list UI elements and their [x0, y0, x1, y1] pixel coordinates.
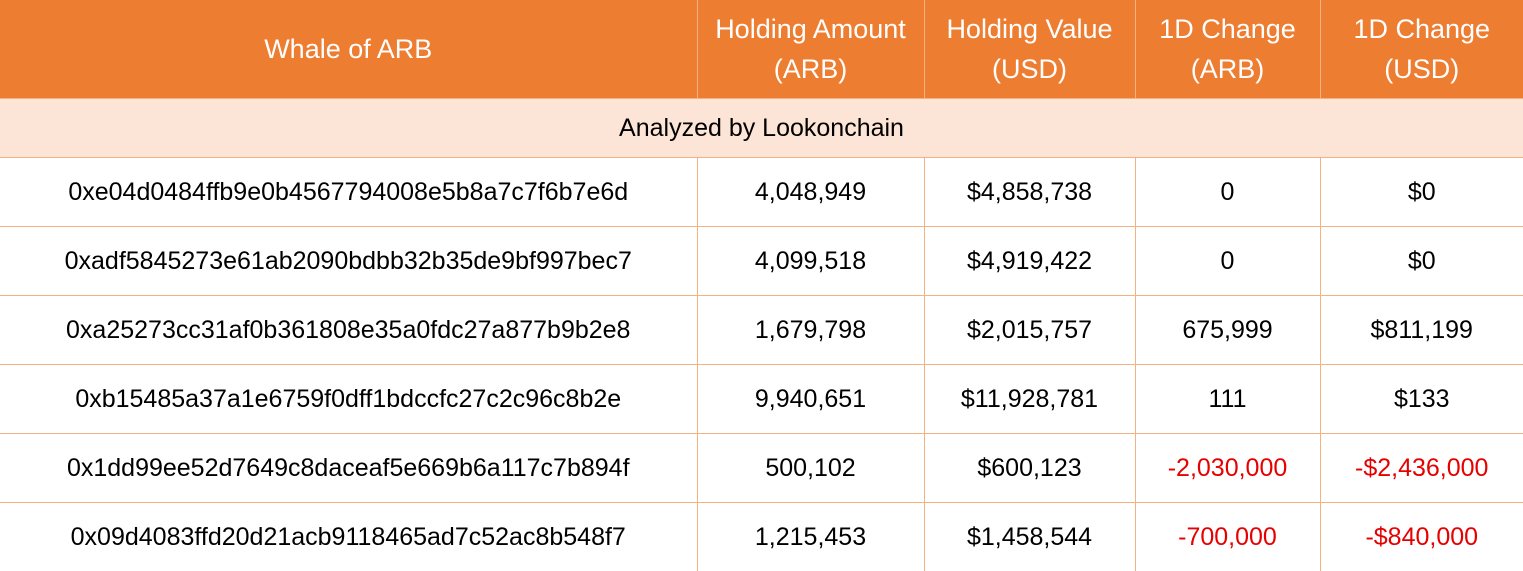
table-row: 0xa25273cc31af0b361808e35a0fdc27a877b9b2… — [0, 296, 1523, 365]
header-1d-change-usd: 1D Change (USD) — [1320, 0, 1523, 99]
header-holding-value-line1: Holding Value — [929, 9, 1131, 49]
header-holding-value-line2: (USD) — [929, 49, 1131, 89]
table-row: 0xe04d0484ffb9e0b4567794008e5b8a7c7f6b7e… — [0, 158, 1523, 227]
cell-holding-value: $11,928,781 — [924, 365, 1135, 434]
cell-holding-amount: 4,048,949 — [697, 158, 924, 227]
cell-holding-amount: 1,679,798 — [697, 296, 924, 365]
cell-change-usd: $0 — [1320, 158, 1523, 227]
cell-address: 0xa25273cc31af0b361808e35a0fdc27a877b9b2… — [0, 296, 697, 365]
cell-change-arb: 675,999 — [1135, 296, 1320, 365]
header-holding-amount-line2: (ARB) — [702, 49, 920, 89]
header-1d-change-arb-line1: 1D Change — [1140, 9, 1316, 49]
cell-holding-value: $1,458,544 — [924, 503, 1135, 571]
cell-address: 0xadf5845273e61ab2090bdbb32b35de9bf997be… — [0, 227, 697, 296]
header-1d-change-usd-line2: (USD) — [1325, 49, 1520, 89]
header-holding-amount: Holding Amount (ARB) — [697, 0, 924, 99]
cell-holding-value: $4,858,738 — [924, 158, 1135, 227]
table-row: 0xadf5845273e61ab2090bdbb32b35de9bf997be… — [0, 227, 1523, 296]
cell-address: 0x09d4083ffd20d21acb9118465ad7c52ac8b548… — [0, 503, 697, 571]
cell-change-usd: $811,199 — [1320, 296, 1523, 365]
cell-holding-value: $2,015,757 — [924, 296, 1135, 365]
cell-holding-amount: 9,940,651 — [697, 365, 924, 434]
table-row: 0x1dd99ee52d7649c8daceaf5e669b6a117c7b89… — [0, 434, 1523, 503]
cell-change-arb: -700,000 — [1135, 503, 1320, 571]
cell-address: 0xe04d0484ffb9e0b4567794008e5b8a7c7f6b7e… — [0, 158, 697, 227]
cell-holding-value: $4,919,422 — [924, 227, 1135, 296]
cell-address: 0xb15485a37a1e6759f0dff1bdccfc27c2c96c8b… — [0, 365, 697, 434]
table-row: 0xb15485a37a1e6759f0dff1bdccfc27c2c96c8b… — [0, 365, 1523, 434]
cell-change-arb: -2,030,000 — [1135, 434, 1320, 503]
cell-address: 0x1dd99ee52d7649c8daceaf5e669b6a117c7b89… — [0, 434, 697, 503]
cell-change-usd: -$840,000 — [1320, 503, 1523, 571]
header-1d-change-usd-line1: 1D Change — [1325, 9, 1520, 49]
table-row: 0x09d4083ffd20d21acb9118465ad7c52ac8b548… — [0, 503, 1523, 571]
header-row: Whale of ARB Holding Amount (ARB) Holdin… — [0, 0, 1523, 99]
header-holding-value: Holding Value (USD) — [924, 0, 1135, 99]
cell-change-arb: 111 — [1135, 365, 1320, 434]
cell-change-usd: -$2,436,000 — [1320, 434, 1523, 503]
header-holding-amount-line1: Holding Amount — [702, 9, 920, 49]
header-whale-label: Whale of ARB — [4, 29, 693, 69]
cell-change-usd: $133 — [1320, 365, 1523, 434]
header-whale: Whale of ARB — [0, 0, 697, 99]
header-1d-change-arb-line2: (ARB) — [1140, 49, 1316, 89]
cell-change-usd: $0 — [1320, 227, 1523, 296]
cell-change-arb: 0 — [1135, 158, 1320, 227]
cell-holding-value: $600,123 — [924, 434, 1135, 503]
cell-holding-amount: 4,099,518 — [697, 227, 924, 296]
subtitle-row: Analyzed by Lookonchain — [0, 99, 1523, 158]
subtitle-analyzed-by: Analyzed by Lookonchain — [0, 99, 1523, 158]
header-1d-change-arb: 1D Change (ARB) — [1135, 0, 1320, 99]
cell-change-arb: 0 — [1135, 227, 1320, 296]
cell-holding-amount: 1,215,453 — [697, 503, 924, 571]
cell-holding-amount: 500,102 — [697, 434, 924, 503]
